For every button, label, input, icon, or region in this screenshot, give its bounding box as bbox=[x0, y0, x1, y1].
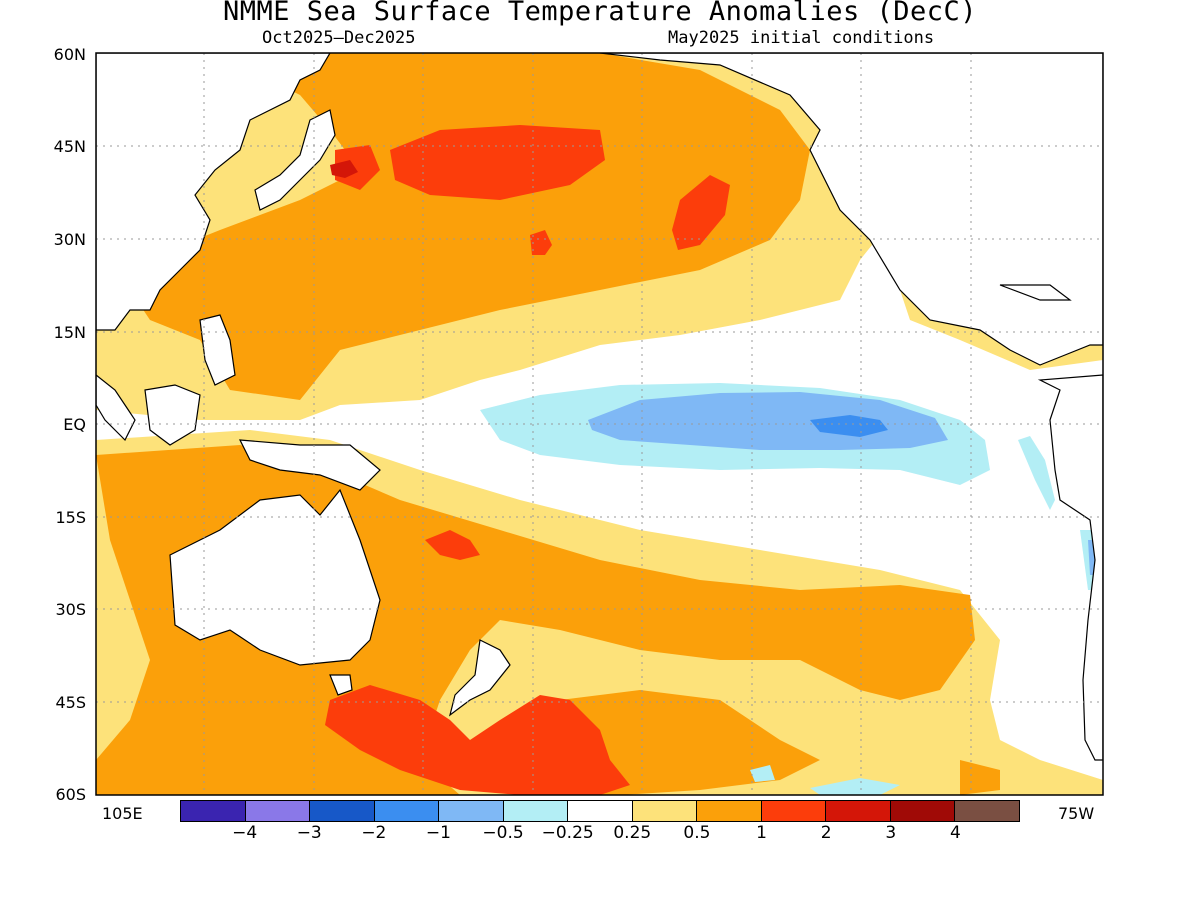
initial-conditions: May2025 initial conditions bbox=[668, 28, 935, 48]
lat-label-60s: 60S bbox=[55, 785, 86, 804]
forecast-period: Oct2025–Dec2025 bbox=[262, 28, 416, 48]
australia bbox=[169, 488, 381, 666]
lat-label-30s: 30S bbox=[55, 600, 86, 619]
color-legend bbox=[180, 800, 1020, 822]
legend-swatch bbox=[761, 801, 827, 821]
legend-tick-label: −2 bbox=[361, 823, 387, 843]
asia bbox=[96, 53, 331, 331]
anomaly-2-3-region bbox=[330, 160, 358, 178]
lon-label-right: 75W bbox=[1058, 804, 1095, 823]
legend-swatch bbox=[890, 801, 956, 821]
cuba bbox=[999, 284, 1072, 301]
legend-tick-label: 3 bbox=[885, 823, 897, 843]
anomaly-neg1-neg2-region bbox=[810, 415, 888, 437]
legend-swatch bbox=[955, 801, 1019, 821]
japan bbox=[254, 109, 336, 211]
legend-swatch bbox=[439, 801, 504, 821]
lat-label-45s: 45S bbox=[55, 693, 86, 712]
map-title: NMME Sea Surface Temperature Anomalies (… bbox=[223, 0, 977, 27]
legend-swatch bbox=[310, 801, 375, 821]
legend-swatch bbox=[245, 801, 311, 821]
tasmania bbox=[329, 674, 353, 696]
legend-tick-label: 2 bbox=[820, 823, 832, 843]
lat-label-15s: 15S bbox=[55, 508, 86, 527]
new-zealand bbox=[449, 639, 511, 717]
legend-swatch bbox=[181, 801, 246, 821]
legend-tick-label: 4 bbox=[949, 823, 961, 843]
borneo bbox=[144, 384, 201, 446]
lat-label-30n: 30N bbox=[53, 230, 86, 249]
legend-tick-label: −1 bbox=[425, 823, 451, 843]
lat-label-eq: EQ bbox=[63, 415, 86, 434]
legend-swatch bbox=[632, 801, 698, 821]
south-america bbox=[1037, 374, 1103, 761]
legend-tick-label: 0.25 bbox=[613, 823, 652, 843]
legend-swatch bbox=[697, 801, 762, 821]
legend-tick-label: 0.5 bbox=[683, 823, 711, 843]
legend-tick-label: −0.25 bbox=[541, 823, 594, 843]
new-guinea bbox=[238, 439, 381, 491]
lat-label-60n: 60N bbox=[53, 45, 86, 64]
grid-lines bbox=[96, 53, 1103, 795]
legend-swatch bbox=[503, 801, 569, 821]
lat-label-45n: 45N bbox=[53, 137, 86, 156]
lat-label-15n: 15N bbox=[53, 323, 86, 342]
map-frame bbox=[95, 52, 1104, 796]
lon-label-left: 105E bbox=[102, 804, 143, 823]
legend-swatch bbox=[826, 801, 891, 821]
legend-tick-label: 1 bbox=[756, 823, 767, 843]
legend-tick-label: −3 bbox=[296, 823, 322, 843]
north-america bbox=[599, 53, 1103, 366]
legend-tick-label: −4 bbox=[232, 823, 258, 843]
legend-swatch bbox=[568, 801, 633, 821]
legend-tick-label: −0.5 bbox=[482, 823, 524, 843]
land bbox=[96, 53, 1103, 761]
legend-swatch bbox=[374, 801, 440, 821]
